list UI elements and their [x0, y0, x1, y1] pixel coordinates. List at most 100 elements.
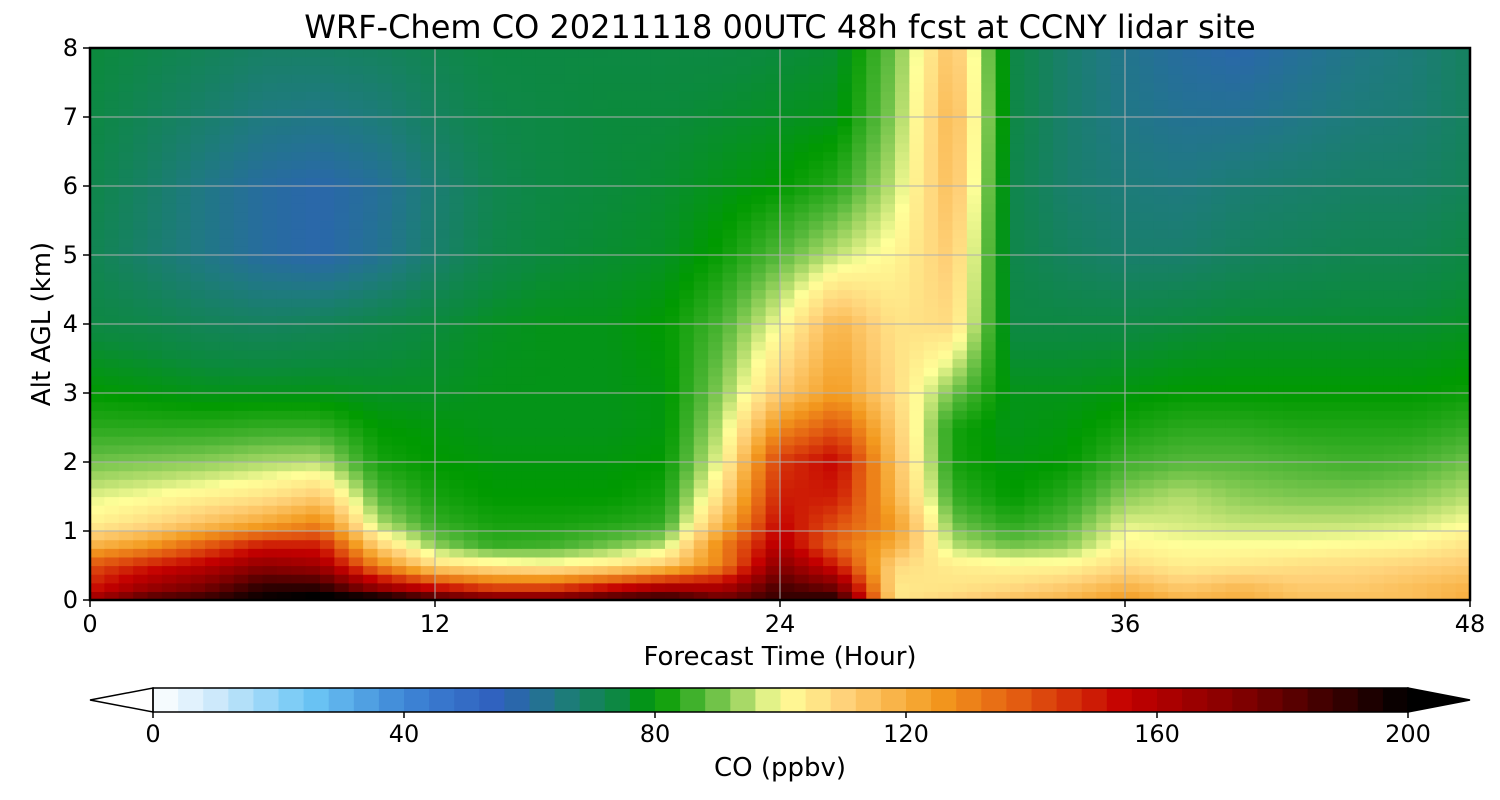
heat-cell — [334, 487, 350, 498]
heat-cell — [593, 220, 609, 230]
heat-cell — [104, 487, 120, 498]
heat-cell — [665, 556, 680, 567]
heat-cell — [492, 462, 508, 472]
heat-cell — [995, 237, 1011, 247]
heat-cell — [291, 358, 307, 368]
heat-cell — [535, 341, 551, 351]
heat-cell — [233, 418, 249, 429]
heat-cell — [693, 565, 709, 575]
heat-cell — [808, 453, 824, 463]
heat-cell — [736, 298, 752, 308]
heat-cell — [665, 384, 680, 394]
heat-cell — [909, 272, 925, 282]
heat-cell — [276, 168, 292, 178]
heat-cell — [880, 393, 896, 403]
heat-cell — [636, 393, 652, 403]
heat-cell — [118, 229, 134, 239]
heat-cell — [176, 280, 192, 291]
heat-cell — [923, 324, 939, 334]
heat-cell — [636, 531, 652, 541]
heat-cell — [262, 582, 278, 592]
heat-cell — [593, 211, 609, 222]
heat-cell — [506, 556, 522, 567]
heat-cell — [636, 444, 652, 454]
heat-cell — [190, 401, 206, 411]
heat-cell — [1297, 522, 1313, 532]
heat-cell — [1297, 341, 1313, 351]
heat-cell — [564, 462, 580, 472]
heat-cell — [880, 220, 896, 230]
heat-cell — [708, 160, 724, 170]
heat-cell — [765, 211, 781, 222]
heat-cell — [621, 349, 637, 360]
heat-cell — [808, 349, 824, 360]
heat-cell — [334, 565, 350, 575]
heat-cell — [1297, 574, 1313, 584]
heat-cell — [1211, 556, 1227, 567]
heat-cell — [363, 263, 379, 273]
heat-cell — [118, 263, 134, 273]
heat-cell — [1340, 427, 1356, 437]
heat-cell — [291, 246, 307, 256]
heat-cell — [219, 522, 235, 532]
heat-cell — [521, 384, 537, 394]
heat-cell — [578, 203, 594, 213]
heat-cell — [1297, 427, 1313, 437]
heat-cell — [995, 160, 1011, 170]
heat-cell — [808, 289, 824, 299]
heat-cell — [1311, 177, 1327, 187]
heat-cell — [1010, 582, 1025, 592]
heat-cell — [478, 194, 494, 204]
heat-cell — [1254, 522, 1270, 532]
heat-cell — [147, 306, 163, 316]
heat-cell — [1225, 574, 1241, 584]
heat-cell — [463, 470, 479, 480]
heat-cell — [780, 487, 795, 498]
heat-cell — [478, 349, 494, 360]
heat-cell — [1240, 220, 1255, 230]
heat-cell — [1268, 427, 1284, 437]
heat-cell — [823, 306, 839, 316]
heat-cell — [1297, 237, 1313, 247]
heat-cell — [492, 168, 508, 178]
heat-cell — [406, 255, 422, 265]
heat-cell — [650, 160, 666, 170]
heat-cell — [995, 565, 1011, 575]
heat-cell — [722, 556, 738, 567]
heat-cell — [1240, 255, 1255, 265]
heat-cell — [751, 298, 767, 308]
heat-cell — [722, 186, 738, 196]
heat-cell — [851, 574, 867, 584]
heat-cell — [161, 246, 177, 256]
heat-cell — [665, 436, 680, 446]
heat-cell — [909, 531, 925, 541]
heat-cell — [1426, 246, 1442, 256]
heat-cell — [593, 289, 609, 299]
heat-cell — [837, 272, 853, 282]
heat-cell — [1283, 289, 1299, 299]
heat-cell — [535, 263, 551, 273]
heat-cell — [636, 462, 652, 472]
heat-cell — [118, 427, 134, 437]
heat-cell — [880, 298, 896, 308]
heat-cell — [1326, 470, 1342, 480]
heat-cell — [334, 462, 350, 472]
heat-cell — [348, 272, 364, 282]
heat-cell — [1096, 367, 1112, 377]
heat-cell — [1153, 332, 1169, 342]
heat-cell — [765, 393, 781, 403]
heat-cell — [463, 539, 479, 549]
heat-cell — [190, 349, 206, 360]
heat-cell — [665, 401, 680, 411]
heat-cell — [219, 280, 235, 291]
heat-cell — [1254, 539, 1270, 549]
heat-cell — [679, 522, 695, 532]
heat-cell — [248, 591, 264, 600]
heat-cell — [1139, 393, 1155, 403]
heat-cell — [1355, 487, 1370, 498]
heat-cell — [420, 539, 436, 549]
heat-cell — [679, 367, 695, 377]
heat-cell — [895, 367, 910, 377]
heat-cell — [305, 582, 321, 592]
heat-cell — [506, 151, 522, 161]
